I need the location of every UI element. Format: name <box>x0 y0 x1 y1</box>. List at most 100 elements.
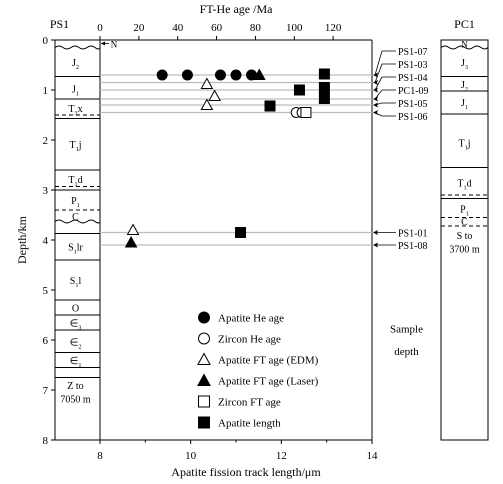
top-axis-label: FT-He age /Ma <box>200 2 274 16</box>
ps1-strat-column: PS1 J2 J1 T3x T1j T1d P1 C S1lr S1l O ∈3 ∈2 ∈1 Z to 705… <box>50 17 118 441</box>
sample-arrowhead <box>373 96 378 102</box>
legend-label: Zircon He age <box>218 334 281 346</box>
left-tick-label: 3 <box>43 185 49 197</box>
legend-label: Apatite length <box>218 418 281 430</box>
unconformity-line <box>440 45 489 50</box>
strat-unit-label: P1 <box>71 196 80 209</box>
sample-arrowhead <box>373 110 378 115</box>
pc1-top-marker: N <box>461 40 468 50</box>
left-tick-label: 5 <box>43 285 49 297</box>
ps1-bottom-note: Z to <box>67 381 83 392</box>
sample-label: PS1-06 <box>398 112 427 123</box>
sample-label: PC1-09 <box>398 86 429 97</box>
sample-arrowhead <box>373 102 378 108</box>
bottom-tick-label: 12 <box>276 450 287 462</box>
pc1-title: PC1 <box>454 17 475 31</box>
top-tick-label: 20 <box>133 22 145 34</box>
legend-marker <box>197 373 211 386</box>
data-point <box>300 107 312 118</box>
data-point <box>200 98 214 110</box>
sample-label: PS1-08 <box>398 241 427 252</box>
strat-unit-label: T1d <box>68 175 82 188</box>
sample-label: PS1-04 <box>398 73 427 84</box>
strat-unit-label: S1l <box>70 276 82 289</box>
top-tick-label: 40 <box>172 22 184 34</box>
bottom-tick-label: 14 <box>367 450 379 462</box>
left-tick-label: 7 <box>43 385 49 397</box>
strat-unit-label: T1d <box>457 179 471 192</box>
top-tick-label: 0 <box>97 22 103 34</box>
sample-arrowhead <box>373 87 378 93</box>
sample-leader-line <box>374 63 396 83</box>
sample-leader-line <box>374 50 396 76</box>
unconformity-line <box>54 45 101 50</box>
top-tick-label: 120 <box>325 22 342 34</box>
legend-marker <box>198 416 210 429</box>
left-tick-label: 2 <box>43 135 49 147</box>
left-tick-label: 4 <box>43 235 49 247</box>
ps1-column-frame <box>54 39 101 441</box>
data-point <box>264 100 276 112</box>
sample-depth-text: depth <box>394 346 419 358</box>
strat-unit-label: P1 <box>460 205 469 218</box>
sample-leader-line <box>374 76 396 91</box>
sample-arrowhead <box>373 242 378 248</box>
left-axis-label: Depth/km <box>15 215 29 264</box>
strat-unit-label: T3x <box>68 104 82 117</box>
bottom-axis-label: Apatite fission track length/μm <box>171 465 321 479</box>
sample-label-column: PS1-07 PS1-03 PS1-04 PC1-09 PS1-05 PS1-06 PS1-… <box>373 47 429 358</box>
ps1-bottom-note: 7050 m <box>60 395 91 406</box>
legend-label: Apatite He age <box>218 313 284 325</box>
strat-unit-label: S1lr <box>68 243 83 256</box>
strat-unit-label: J1 <box>72 85 79 98</box>
strat-unit-label: O <box>72 304 79 315</box>
sample-leader-line <box>374 112 396 117</box>
strat-unit-label: T1j <box>459 139 471 152</box>
left-tick-label: 1 <box>43 85 49 97</box>
strat-unit-label: ∈1 <box>70 356 82 369</box>
data-point <box>230 69 242 81</box>
data-point <box>318 82 330 93</box>
data-points <box>124 68 330 248</box>
bottom-tick-label: 8 <box>97 450 103 462</box>
data-point <box>156 69 168 81</box>
strat-unit-label: ∈3 <box>70 319 82 332</box>
strat-unit-label: C <box>72 212 79 223</box>
data-point <box>318 93 330 104</box>
sample-depth-lines <box>100 74 372 246</box>
sample-label: PS1-07 <box>398 47 427 58</box>
data-point <box>318 68 330 80</box>
strat-unit-label: T1j <box>70 140 82 153</box>
sample-arrowhead <box>373 230 378 235</box>
pc1-strat-column: PC1 J3 J2 J1 T1j T1d P1C S to 3700 m N <box>440 17 489 441</box>
sample-arrowhead <box>373 80 378 85</box>
data-point <box>293 84 305 96</box>
data-point <box>214 69 226 81</box>
data-point <box>124 235 138 248</box>
legend-marker <box>198 311 210 324</box>
strat-unit-label: ∈2 <box>70 338 82 351</box>
sample-leader-line <box>374 102 396 106</box>
legend-marker <box>197 352 211 365</box>
top-tick-label: 60 <box>211 22 223 34</box>
data-point <box>235 227 247 238</box>
left-tick-label: 0 <box>43 35 49 47</box>
sample-depth-text: Sample <box>390 324 423 336</box>
data-point <box>181 69 193 81</box>
legend: Apatite He age Zircon He age Apatite FT ag… <box>197 311 319 430</box>
left-tick-label: 8 <box>43 435 49 447</box>
data-point <box>200 77 214 89</box>
marker-arrowhead <box>101 41 105 46</box>
legend-label: Zircon FT age <box>218 397 281 409</box>
legend-label: Apatite FT age (EDM) <box>218 355 319 367</box>
top-tick-label: 100 <box>286 22 303 34</box>
strat-unit-label: J2 <box>461 80 468 93</box>
strat-unit-label: J3 <box>461 58 468 71</box>
sample-leader-line <box>374 89 396 100</box>
strat-unit-label: J2 <box>72 58 79 71</box>
sample-arrowhead <box>373 72 378 78</box>
strat-unit-label: C <box>461 217 468 228</box>
legend-marker <box>198 395 210 408</box>
